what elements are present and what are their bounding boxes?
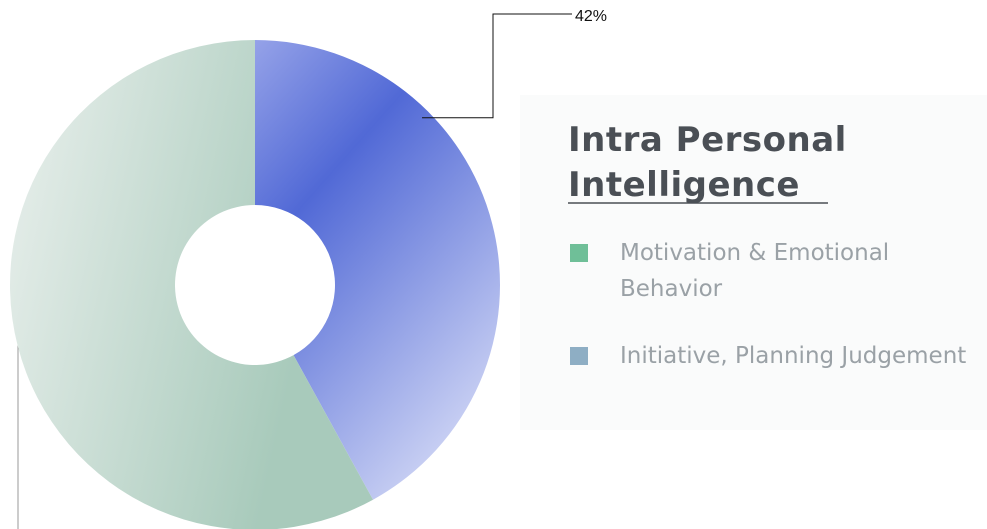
legend-title: Intra Personal Intelligence (568, 120, 847, 205)
leader-line (422, 13, 572, 119)
value-label: 42% (575, 8, 607, 25)
donut-segment (10, 40, 374, 529)
legend-swatch (570, 347, 588, 365)
donut-segment (255, 40, 500, 500)
legend-label: Motivation & Emotional Behavior (620, 240, 890, 302)
legend-panel (520, 95, 987, 430)
legend-swatch (570, 244, 588, 262)
legend-label: Initiative, Planning Judgement (620, 343, 967, 369)
